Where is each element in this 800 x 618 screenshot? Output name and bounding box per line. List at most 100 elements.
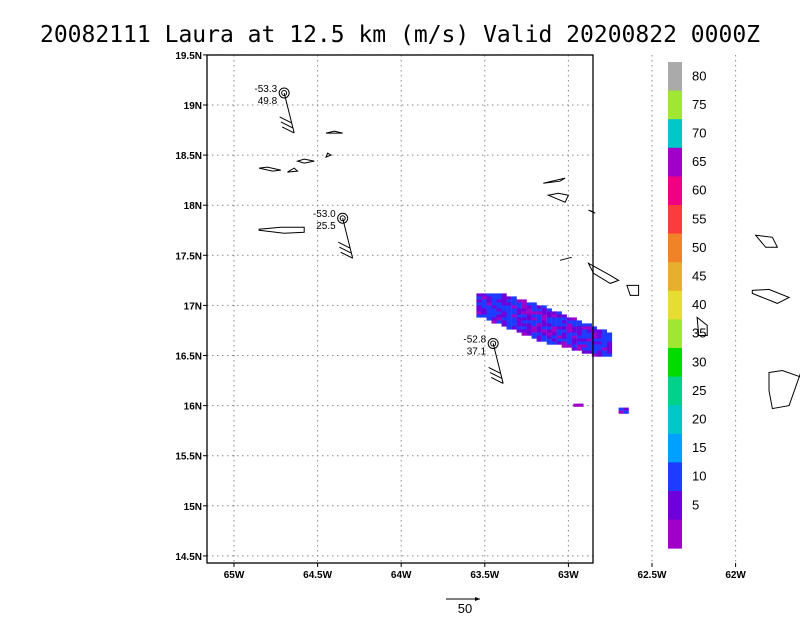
wind-cell bbox=[546, 320, 552, 324]
wind-cell bbox=[591, 350, 597, 354]
wind-cell bbox=[561, 341, 567, 345]
wind-cell bbox=[481, 314, 487, 318]
wind-cell bbox=[496, 293, 502, 297]
wind-cell bbox=[566, 335, 572, 339]
colorbar-label: 65 bbox=[692, 154, 706, 169]
wind-cell bbox=[511, 326, 517, 330]
wind-cell bbox=[571, 341, 577, 345]
wind-cell bbox=[541, 329, 547, 333]
coastline bbox=[768, 369, 800, 410]
wind-cell bbox=[531, 335, 537, 339]
wind-cell bbox=[516, 308, 522, 312]
x-tick-label: 63W bbox=[558, 570, 579, 581]
wind-cell bbox=[576, 320, 582, 324]
coastline bbox=[287, 167, 299, 173]
wind-cell bbox=[601, 341, 607, 345]
wind-cell bbox=[596, 338, 602, 342]
colorbar-label: 45 bbox=[692, 269, 706, 284]
wind-cell bbox=[531, 329, 537, 333]
wind-cell bbox=[516, 329, 522, 333]
wind-cell bbox=[566, 323, 572, 327]
colorbar-segment bbox=[668, 376, 682, 406]
wind-cell bbox=[511, 317, 517, 321]
wind-cell bbox=[501, 317, 507, 321]
wind-cell bbox=[481, 311, 487, 315]
wind-cell bbox=[573, 403, 579, 407]
wind-cell bbox=[521, 305, 527, 309]
wind-cell bbox=[506, 308, 512, 312]
wind-cell bbox=[591, 329, 597, 333]
wind-cell bbox=[521, 323, 527, 327]
y-tick-label: 15.5N bbox=[175, 452, 202, 463]
wind-cell bbox=[551, 341, 557, 345]
wind-cell bbox=[601, 329, 607, 333]
wind-cell bbox=[591, 344, 597, 348]
wind-cell bbox=[546, 332, 552, 336]
wind-cell bbox=[516, 311, 522, 315]
wind-cell bbox=[601, 344, 607, 348]
station-temp-label: -53.3 bbox=[254, 84, 277, 95]
wind-cell bbox=[561, 338, 567, 342]
coastline bbox=[295, 158, 315, 164]
wind-cell bbox=[501, 314, 507, 318]
wind-cell bbox=[516, 314, 522, 318]
wind-cell bbox=[556, 326, 562, 330]
wind-barb bbox=[489, 372, 503, 379]
wind-cell bbox=[521, 308, 527, 312]
wind-cell bbox=[496, 299, 502, 303]
wind-cell bbox=[596, 353, 602, 357]
wind-cell bbox=[531, 311, 537, 315]
coastline bbox=[626, 284, 640, 296]
y-tick-label: 14.5N bbox=[175, 552, 202, 563]
wind-cell bbox=[531, 302, 537, 306]
colorbar-segment bbox=[668, 233, 682, 263]
y-tick-label: 18.5N bbox=[175, 151, 202, 162]
wind-cell bbox=[541, 326, 547, 330]
wind-cell bbox=[566, 332, 572, 336]
wind-cell bbox=[536, 326, 542, 330]
wind-cell bbox=[556, 332, 562, 336]
colorbar-label: 30 bbox=[692, 354, 706, 369]
colorbar-segment bbox=[668, 147, 682, 177]
wind-cell bbox=[486, 314, 492, 318]
wind-cell bbox=[566, 329, 572, 333]
wind-cell bbox=[506, 323, 512, 327]
wind-cell bbox=[546, 317, 552, 321]
wind-cell bbox=[591, 341, 597, 345]
wind-cell bbox=[511, 320, 517, 324]
wind-cell bbox=[501, 302, 507, 306]
wind-cell bbox=[536, 314, 542, 318]
wind-cell bbox=[531, 326, 537, 330]
colorbar-segment bbox=[668, 491, 682, 520]
wind-cell bbox=[526, 305, 532, 309]
wind-cell bbox=[541, 317, 547, 321]
wind-cell bbox=[486, 308, 492, 312]
wind-cell bbox=[556, 323, 562, 327]
wind-cell bbox=[551, 326, 557, 330]
wind-cell bbox=[571, 332, 577, 336]
wind-cell bbox=[581, 341, 587, 345]
wind-cell bbox=[491, 293, 497, 297]
colorbar-label: 15 bbox=[692, 440, 706, 455]
colorbar-segment bbox=[668, 290, 682, 320]
wind-cell bbox=[561, 332, 567, 336]
y-tick-label: 18N bbox=[184, 201, 202, 212]
colorbar-label: 75 bbox=[692, 97, 706, 112]
colorbar-segment bbox=[668, 405, 682, 435]
wind-cell bbox=[511, 299, 517, 303]
colorbar: 5 10 15 20 25 30 35 40 45 50 55 60 65 70 75 80 bbox=[668, 62, 706, 549]
station-ring-inner bbox=[339, 215, 346, 222]
coastline bbox=[325, 130, 343, 134]
station-temp-label: -53.0 bbox=[313, 209, 336, 220]
wind-cell bbox=[501, 311, 507, 315]
wind-cell bbox=[596, 350, 602, 354]
wind-cell bbox=[496, 314, 502, 318]
wind-cell bbox=[571, 338, 577, 342]
wind-cell bbox=[481, 302, 487, 306]
colorbar-segment bbox=[668, 90, 682, 120]
wind-cell bbox=[486, 302, 492, 306]
wind-cell bbox=[526, 311, 532, 315]
wind-cell bbox=[541, 320, 547, 324]
